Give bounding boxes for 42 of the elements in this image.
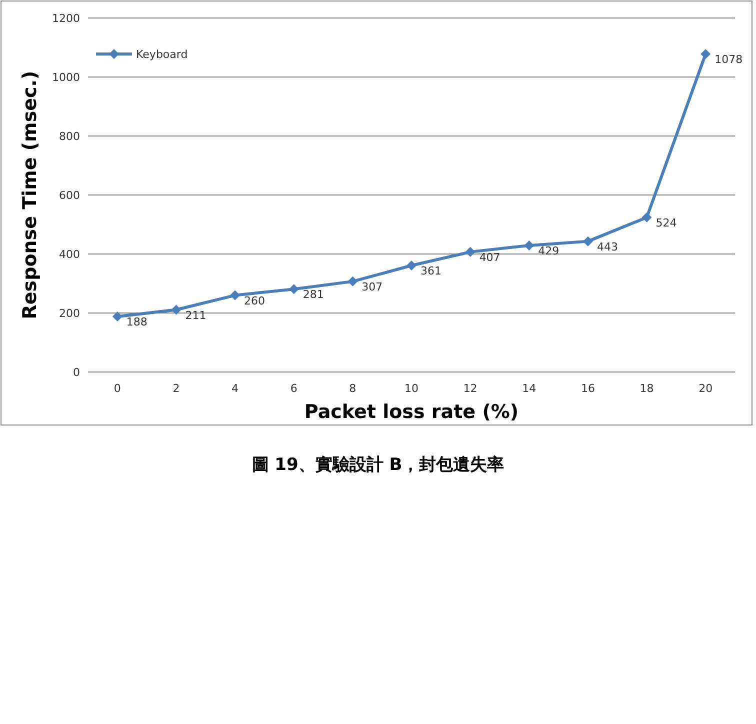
point [582,236,593,246]
y-axis-title: Response Time (msec.) [19,70,41,320]
data-label: 443 [596,240,618,254]
point [465,246,476,257]
point [700,48,711,59]
y-tick-label: 1000 [52,71,80,84]
data-label: 407 [479,250,500,264]
data-label: 307 [362,280,383,294]
x-tick-label: 0 [114,382,121,395]
x-axis-title: Packet loss rate (%) [304,401,519,423]
x-tick-label: 12 [463,382,478,395]
point [406,260,416,271]
y-tick-label: 600 [59,189,80,202]
point [171,304,182,315]
point [524,240,534,250]
data-label: 361 [420,264,442,278]
x-tick-label: 16 [580,382,595,395]
y-tick-label: 200 [59,307,80,320]
x-tick-label: 4 [232,382,239,395]
legend-label: Keyboard [136,48,188,61]
x-tick-label: 6 [290,382,298,395]
x-tick-label: 14 [522,382,536,395]
x-tick-label: 18 [640,382,654,395]
data-label: 260 [244,294,266,308]
data-label: 281 [302,288,324,302]
data-label: 1078 [714,52,743,66]
point [288,284,299,294]
data-label: 524 [656,216,677,230]
caption: 圖 19、實驗設計 B，封包遺失率 [252,455,504,475]
x-tick-label: 20 [698,382,713,395]
point [230,290,240,300]
x-tick-label: 2 [172,382,180,395]
y-tick-label: 1200 [52,12,80,25]
y-tick-label: 0 [73,366,80,379]
point [642,212,652,222]
data-label: 188 [126,316,148,329]
point [348,276,358,286]
x-tick-label: 8 [349,382,356,395]
x-tick-label: 10 [404,382,418,395]
y-tick-label: 800 [59,130,80,143]
point [112,312,122,322]
y-tick-label: 400 [59,248,80,261]
